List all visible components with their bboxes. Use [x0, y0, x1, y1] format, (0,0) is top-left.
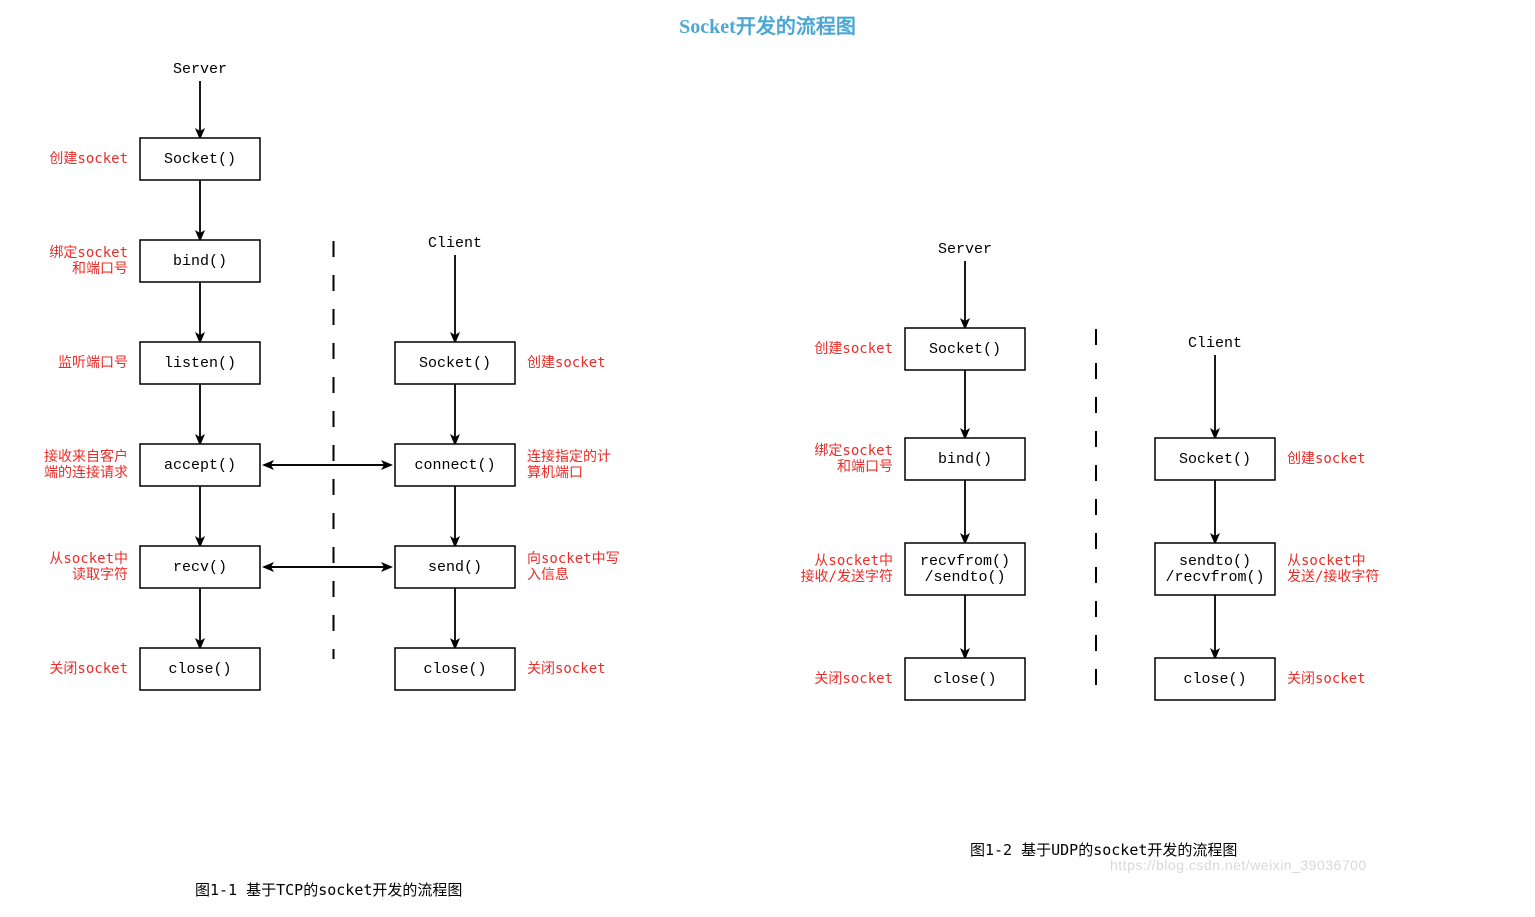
svg-text:绑定socket: 绑定socket [49, 245, 128, 261]
svg-text:关闭socket: 关闭socket [49, 661, 128, 677]
svg-text:Server: Server [938, 241, 992, 258]
svg-text:算机端口: 算机端口 [527, 465, 583, 481]
svg-text:Socket(): Socket() [929, 341, 1001, 358]
svg-text:close(): close() [1183, 671, 1246, 688]
tcp-server-listen: listen() [140, 342, 260, 384]
udp-diagram: Server Socket() 创建socket bind() 绑定socket和端口号… [750, 49, 1530, 859]
svg-text:和端口号: 和端口号 [72, 261, 128, 277]
svg-text:/recvfrom(): /recvfrom() [1165, 569, 1264, 586]
svg-text:创建socket: 创建socket [49, 151, 128, 167]
tcp-caption: 图1-1 基于TCP的socket开发的流程图 [195, 879, 462, 900]
tcp-server-socket: Socket() [140, 138, 260, 180]
tcp-server-accept: accept() [140, 444, 260, 486]
svg-text:Server: Server [173, 61, 227, 78]
svg-text:Socket(): Socket() [164, 151, 236, 168]
svg-text:sendto(): sendto() [1179, 553, 1251, 570]
udp-client-sendto: sendto()/recvfrom() [1155, 543, 1275, 595]
svg-text:Client: Client [428, 235, 482, 252]
svg-text:connect(): connect() [414, 457, 495, 474]
tcp-client-send: send() [395, 546, 515, 588]
svg-text:close(): close() [933, 671, 996, 688]
udp-server-close: close() [905, 658, 1025, 700]
tcp-flowchart-svg: Server Socket() 创建socket bind() 绑定socket和端口号… [10, 49, 730, 869]
svg-text:listen(): listen() [164, 355, 236, 372]
svg-text:向socket中写: 向socket中写 [527, 551, 620, 567]
udp-server-socket: Socket() [905, 328, 1025, 370]
svg-text:close(): close() [168, 661, 231, 678]
svg-text:accept(): accept() [164, 457, 236, 474]
tcp-server-close: close() [140, 648, 260, 690]
svg-text:端的连接请求: 端的连接请求 [44, 464, 128, 481]
tcp-server-bind: bind() [140, 240, 260, 282]
tcp-client-close: close() [395, 648, 515, 690]
watermark: https://blog.csdn.net/weixin_39036700 [1110, 857, 1367, 873]
svg-text:接收/发送字符: 接收/发送字符 [801, 568, 893, 585]
svg-text:绑定socket: 绑定socket [814, 443, 893, 459]
svg-text:监听端口号: 监听端口号 [58, 355, 128, 371]
udp-flowchart-svg: Server Socket() 创建socket bind() 绑定socket和端口号… [750, 219, 1530, 859]
svg-text:创建socket: 创建socket [814, 341, 893, 357]
tcp-diagram: Server Socket() 创建socket bind() 绑定socket和端口号… [10, 49, 730, 869]
svg-text:读取字符: 读取字符 [72, 566, 128, 583]
svg-text:Socket(): Socket() [419, 355, 491, 372]
svg-text:入信息: 入信息 [527, 566, 569, 583]
svg-text:创建socket: 创建socket [1287, 451, 1366, 467]
svg-text:Socket(): Socket() [1179, 451, 1251, 468]
svg-text:从socket中: 从socket中 [814, 553, 893, 569]
svg-text:bind(): bind() [938, 451, 992, 468]
tcp-client-connect: connect() [395, 444, 515, 486]
svg-text:/sendto(): /sendto() [924, 569, 1005, 586]
svg-text:recv(): recv() [173, 559, 227, 576]
svg-text:关闭socket: 关闭socket [527, 661, 606, 677]
udp-client-socket: Socket() [1155, 438, 1275, 480]
svg-text:关闭socket: 关闭socket [814, 671, 893, 687]
svg-text:和端口号: 和端口号 [837, 459, 893, 475]
svg-text:关闭socket: 关闭socket [1287, 671, 1366, 687]
udp-server-bind: bind() [905, 438, 1025, 480]
svg-text:send(): send() [428, 559, 482, 576]
svg-text:发送/接收字符: 发送/接收字符 [1287, 568, 1379, 585]
udp-client-close: close() [1155, 658, 1275, 700]
svg-text:Client: Client [1188, 335, 1242, 352]
svg-text:接收来自客户: 接收来自客户 [44, 448, 128, 465]
tcp-client-socket: Socket() [395, 342, 515, 384]
tcp-server-recv: recv() [140, 546, 260, 588]
svg-text:连接指定的计: 连接指定的计 [527, 448, 611, 465]
svg-text:创建socket: 创建socket [527, 355, 606, 371]
udp-server-recvfrom: recvfrom()/sendto() [905, 543, 1025, 595]
page-title: Socket开发的流程图 [10, 10, 1525, 39]
svg-text:从socket中: 从socket中 [49, 551, 128, 567]
svg-text:close(): close() [423, 661, 486, 678]
svg-text:recvfrom(): recvfrom() [920, 553, 1010, 570]
svg-text:从socket中: 从socket中 [1287, 553, 1366, 569]
svg-text:bind(): bind() [173, 253, 227, 270]
